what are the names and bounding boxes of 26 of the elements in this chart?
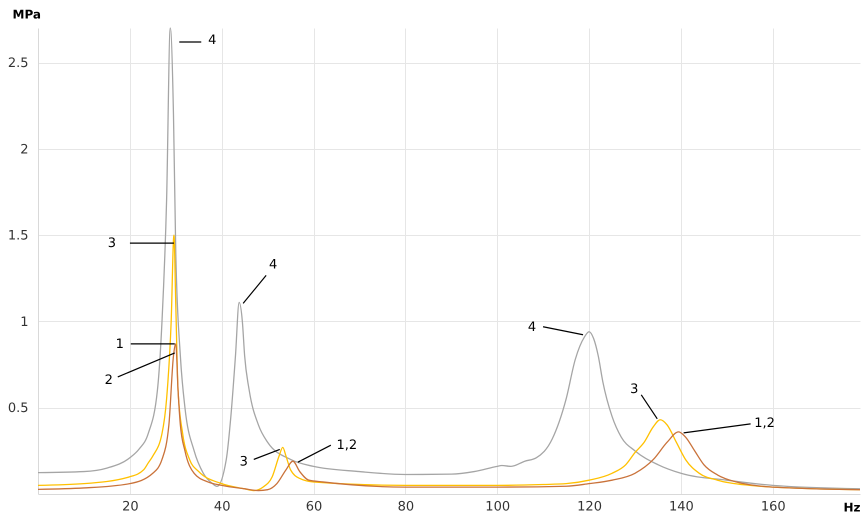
y-tick-label: 2	[20, 142, 28, 158]
annotation: 2	[104, 372, 113, 388]
y-tick-label: 1	[20, 314, 28, 330]
x-tick-label: 20	[122, 500, 139, 514]
y-tick-label: 2.5	[8, 56, 28, 72]
annotation: 1,2	[754, 416, 775, 431]
x-axis-title: Hz	[843, 500, 861, 514]
annotation: 3	[240, 454, 248, 470]
x-tick-label: 60	[306, 500, 322, 514]
annotation: 1,2	[336, 438, 358, 454]
annotation: 4	[268, 257, 278, 272]
annotation: 1	[116, 336, 124, 352]
annotation: 3	[630, 382, 638, 397]
x-tick-label: 120	[577, 500, 602, 514]
y-tick-label: 1.5	[8, 228, 28, 244]
annotation: 3	[108, 236, 116, 252]
annotation: 4	[208, 33, 216, 48]
line-series	[37, 27, 861, 490]
x-tick-label: 140	[668, 500, 694, 514]
y-tick-label: 0.5	[8, 401, 28, 416]
y-axis-title: MPa	[12, 8, 42, 22]
x-tick-label: 100	[485, 500, 510, 514]
x-tick-label: 80	[398, 500, 414, 514]
annotation: 4	[528, 320, 536, 335]
x-tick-label: 160	[760, 500, 786, 514]
x-tick-label: 40	[214, 500, 230, 514]
